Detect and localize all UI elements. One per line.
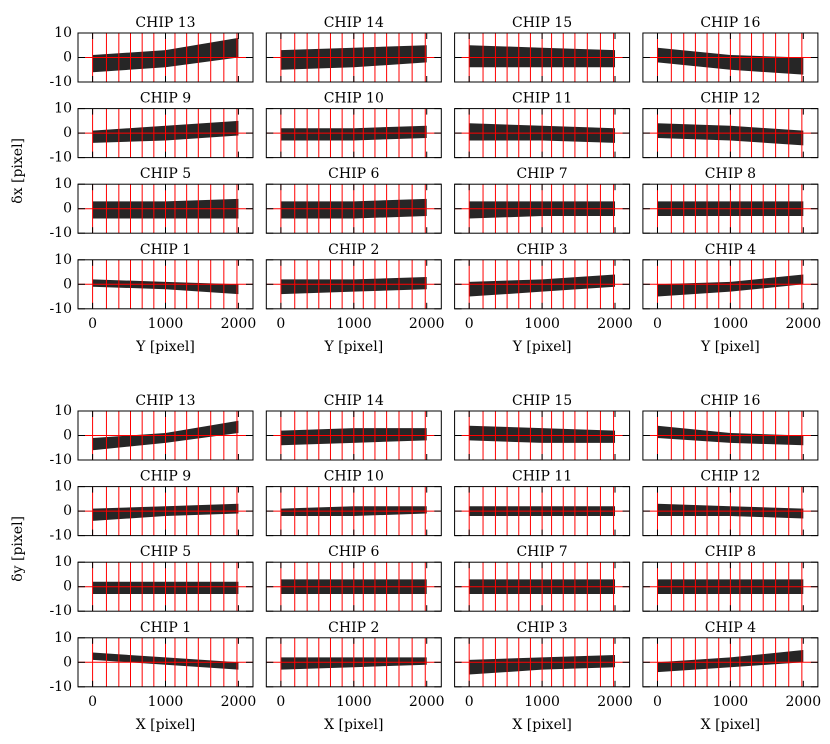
x-tick-label: 1000 [336,316,372,332]
x-tick-label: 1000 [713,316,749,332]
panel-title: CHIP 7 [516,166,567,182]
y-tick-label: 10 [54,554,72,570]
x-tick-label: 0 [88,316,97,332]
y-tick-label: 10 [54,252,72,268]
panel-title: CHIP 4 [705,620,756,636]
x-tick-label: 2000 [597,694,633,710]
panel-title: CHIP 14 [324,393,384,409]
panel-title: CHIP 8 [705,166,756,182]
x-axis-label: X [pixel] [512,717,571,733]
y-tick-label: -10 [49,452,72,468]
y-tick-label: 0 [63,654,72,670]
panel-title: CHIP 13 [135,15,195,31]
panel-title: CHIP 11 [512,91,572,107]
y-tick-label: 10 [54,176,72,192]
x-tick-label: 2000 [221,316,257,332]
x-axis-label: Y [pixel] [512,339,572,355]
x-tick-label: 2000 [221,694,257,710]
panel-title: CHIP 7 [516,544,567,560]
y-tick-label: 0 [63,50,72,66]
x-tick-label: 0 [276,316,285,332]
panel-title: CHIP 3 [516,620,567,636]
x-tick-label: 0 [276,694,285,710]
x-axis-label: Y [pixel] [323,339,383,355]
x-tick-label: 0 [465,694,474,710]
panel-title: CHIP 12 [700,469,760,485]
y-tick-label: 10 [54,25,72,41]
panel-title: CHIP 5 [140,166,191,182]
y-tick-label: 0 [63,201,72,217]
y-tick-label: 0 [63,579,72,595]
x-tick-label: 2000 [409,316,445,332]
y-tick-label: 0 [63,503,72,519]
panel-title: CHIP 10 [324,469,384,485]
x-axis-label: X [pixel] [136,717,195,733]
y-tick-label: 10 [54,630,72,646]
panel-title: CHIP 6 [328,544,379,560]
panel-title: CHIP 16 [700,393,760,409]
y-tick-label: -10 [49,301,72,317]
y-tick-label: -10 [49,528,72,544]
y-tick-label: 10 [54,479,72,495]
x-axis-label: X [pixel] [324,717,383,733]
panel-title: CHIP 2 [328,242,379,258]
x-tick-label: 2000 [785,694,821,710]
panel-title: CHIP 3 [516,242,567,258]
y-tick-label: 0 [63,276,72,292]
panel-title: CHIP 15 [512,393,572,409]
panel-title: CHIP 15 [512,15,572,31]
panel-title: CHIP 1 [140,620,191,636]
y-tick-label: 0 [63,428,72,444]
x-tick-label: 2000 [597,316,633,332]
x-tick-label: 1000 [524,694,560,710]
x-tick-label: 2000 [785,316,821,332]
x-tick-label: 0 [465,316,474,332]
x-tick-label: 1000 [336,694,372,710]
x-axis-label: Y [pixel] [700,339,760,355]
panel-title: CHIP 12 [700,91,760,107]
panel-title: CHIP 6 [328,166,379,182]
y-axis-label: δy [pixel] [10,516,26,582]
x-tick-label: 1000 [148,694,184,710]
y-tick-label: 10 [54,403,72,419]
panel-title: CHIP 13 [135,393,195,409]
y-tick-label: -10 [49,603,72,619]
panel-title: CHIP 1 [140,242,191,258]
y-tick-label: 10 [54,101,72,117]
x-tick-label: 1000 [524,316,560,332]
x-tick-label: 0 [653,316,662,332]
panel-title: CHIP 9 [140,91,191,107]
panel-title: CHIP 16 [700,15,760,31]
y-axis-label: δx [pixel] [10,138,26,204]
x-tick-label: 0 [88,694,97,710]
panel-title: CHIP 5 [140,544,191,560]
panel-title: CHIP 11 [512,469,572,485]
x-tick-label: 0 [653,694,662,710]
x-axis-label: Y [pixel] [135,339,195,355]
x-tick-label: 1000 [148,316,184,332]
y-tick-label: -10 [49,150,72,166]
y-tick-label: -10 [49,225,72,241]
y-tick-label: -10 [49,679,72,695]
panel-title: CHIP 2 [328,620,379,636]
panel-title: CHIP 9 [140,469,191,485]
x-tick-label: 1000 [713,694,749,710]
panel-title: CHIP 10 [324,91,384,107]
x-tick-label: 2000 [409,694,445,710]
y-tick-label: -10 [49,74,72,90]
panel-title: CHIP 14 [324,15,384,31]
x-axis-label: X [pixel] [701,717,760,733]
y-tick-label: 0 [63,125,72,141]
panel-title: CHIP 8 [705,544,756,560]
panel-title: CHIP 4 [705,242,756,258]
